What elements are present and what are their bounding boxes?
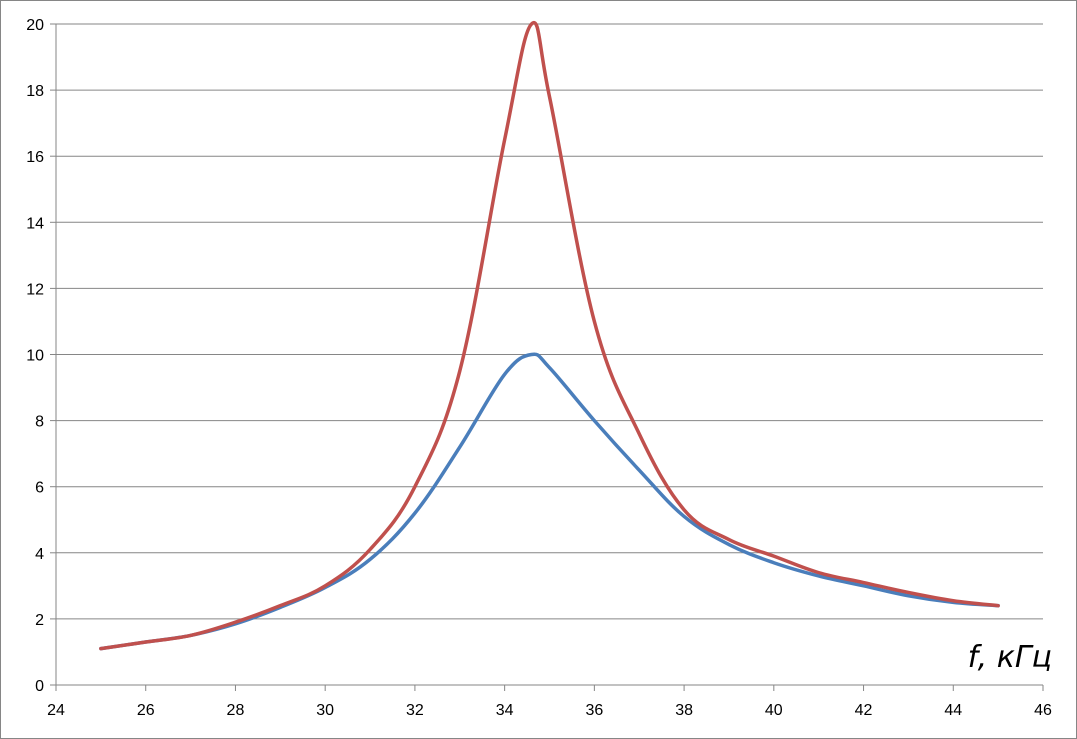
- x-tick-label: 28: [227, 702, 245, 719]
- x-tick-label: 40: [765, 702, 783, 719]
- y-tick-label: 14: [26, 215, 44, 232]
- x-tick-labels: 24 26 28 30 32 34 36 38 40 42 44 46: [47, 702, 1052, 719]
- gridlines: [56, 23, 1043, 620]
- axes: [50, 23, 1044, 691]
- y-tick-label: 0: [35, 678, 44, 695]
- y-tick-labels: 0 2 4 6 8 10 12 14 16 18 20: [26, 17, 44, 695]
- y-tick-label: 6: [35, 480, 44, 497]
- series-line-1: [99, 352, 1000, 651]
- x-tick-label: 26: [137, 702, 155, 719]
- y-tick-label: 20: [26, 17, 44, 34]
- y-tick-label: 4: [35, 546, 44, 563]
- y-tick-label: 18: [26, 83, 44, 100]
- x-tick-label: 36: [585, 702, 603, 719]
- series-lines: [99, 20, 1000, 651]
- series-line-2: [99, 20, 1000, 651]
- x-axis-title: f, кГц: [968, 640, 1052, 675]
- x-tick-label: 34: [496, 702, 514, 719]
- y-tick-label: 10: [26, 348, 44, 365]
- x-tick-label: 30: [316, 702, 334, 719]
- y-tick-label: 12: [26, 281, 44, 298]
- y-tick-label: 16: [26, 149, 44, 166]
- x-tick-label: 42: [855, 702, 873, 719]
- x-tick-label: 46: [1034, 702, 1052, 719]
- x-tick-label: 32: [406, 702, 424, 719]
- y-tick-label: 2: [35, 612, 44, 629]
- x-tick-label: 24: [47, 702, 65, 719]
- y-tick-label: 8: [35, 414, 44, 431]
- x-tick-label: 44: [944, 702, 962, 719]
- x-tick-label: 38: [675, 702, 693, 719]
